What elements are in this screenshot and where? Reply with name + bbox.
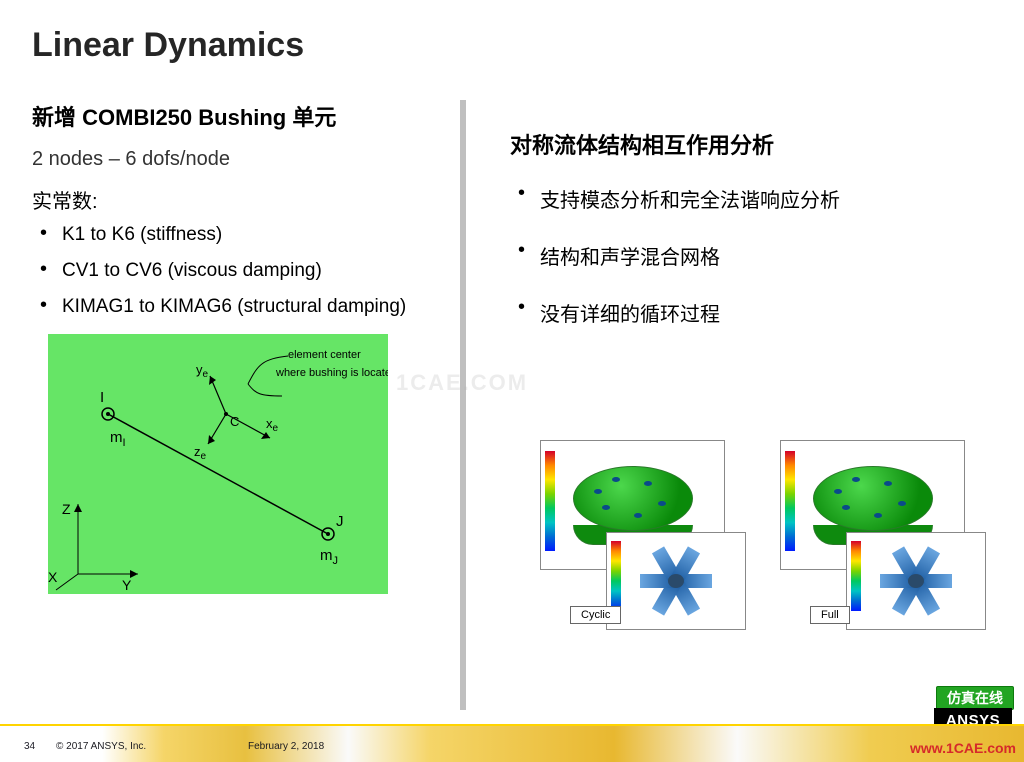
legend-icon	[545, 451, 555, 551]
right-bullets: 支持模态分析和完全法谐响应分析 结构和声学混合网格 没有详细的循环过程	[516, 184, 1000, 327]
axis-z-label: Z	[62, 501, 71, 517]
footer: 34 © 2017 ANSYS, Inc. February 2, 2018	[0, 724, 1024, 762]
node-j-label: J	[336, 513, 344, 530]
svg-text:mJ: mJ	[320, 547, 338, 567]
sim-cyclic: Cyclic	[540, 440, 740, 630]
axis-x-label: X	[48, 569, 58, 585]
divider	[460, 100, 466, 710]
list-item: KIMAG1 to KIMAG6 (structural damping)	[38, 296, 442, 318]
left-column: 新增 COMBI250 Bushing 单元 2 nodes – 6 dofs/…	[32, 100, 442, 594]
sim-full: Full	[780, 440, 980, 630]
legend-icon	[851, 541, 861, 611]
left-heading: 新增 COMBI250 Bushing 单元	[32, 100, 442, 132]
right-heading: 对称流体结构相互作用分析	[510, 128, 1000, 160]
list-item: 没有详细的循环过程	[516, 298, 1000, 327]
copyright: © 2017 ANSYS, Inc.	[56, 741, 146, 752]
svg-text:mI: mI	[110, 429, 126, 449]
badge-cn: 仿真在线	[936, 686, 1014, 710]
list-item: 支持模态分析和完全法谐响应分析	[516, 184, 1000, 213]
annot-line1: element center	[288, 349, 361, 361]
constants-list: K1 to K6 (stiffness) CV1 to CV6 (viscous…	[38, 224, 442, 318]
list-item: CV1 to CV6 (viscous damping)	[38, 260, 442, 282]
site-url: www.1CAE.com	[910, 740, 1016, 756]
axis-y-label: Y	[122, 577, 132, 593]
sim-cyclic-bottom	[606, 532, 746, 630]
page-number: 34	[24, 741, 35, 752]
sim-cyclic-label: Cyclic	[570, 606, 621, 624]
center-c: C	[230, 414, 239, 429]
simulation-thumbnails: Cyclic	[540, 440, 980, 630]
svg-text:ye: ye	[196, 362, 209, 380]
sim-full-label: Full	[810, 606, 850, 624]
annot-line2: where bushing is located	[275, 367, 388, 379]
right-column: 对称流体结构相互作用分析 支持模态分析和完全法谐响应分析 结构和声学混合网格 没…	[510, 128, 1000, 355]
svg-text:xe: xe	[266, 416, 279, 434]
bushing-diagram: Z Y X I mI J mJ C ye	[48, 334, 388, 594]
legend-icon	[611, 541, 621, 611]
footer-date: February 2, 2018	[248, 741, 324, 752]
constants-label: 实常数:	[32, 185, 442, 214]
svg-text:ze: ze	[194, 444, 207, 462]
list-item: 结构和声学混合网格	[516, 241, 1000, 270]
sim-full-bottom	[846, 532, 986, 630]
watermark: 1CAE.COM	[396, 370, 528, 396]
node-i-label: I	[100, 389, 104, 406]
left-subtitle: 2 nodes – 6 dofs/node	[32, 148, 442, 171]
list-item: K1 to K6 (stiffness)	[38, 224, 442, 246]
slide-title: Linear Dynamics	[32, 26, 304, 65]
legend-icon	[785, 451, 795, 551]
